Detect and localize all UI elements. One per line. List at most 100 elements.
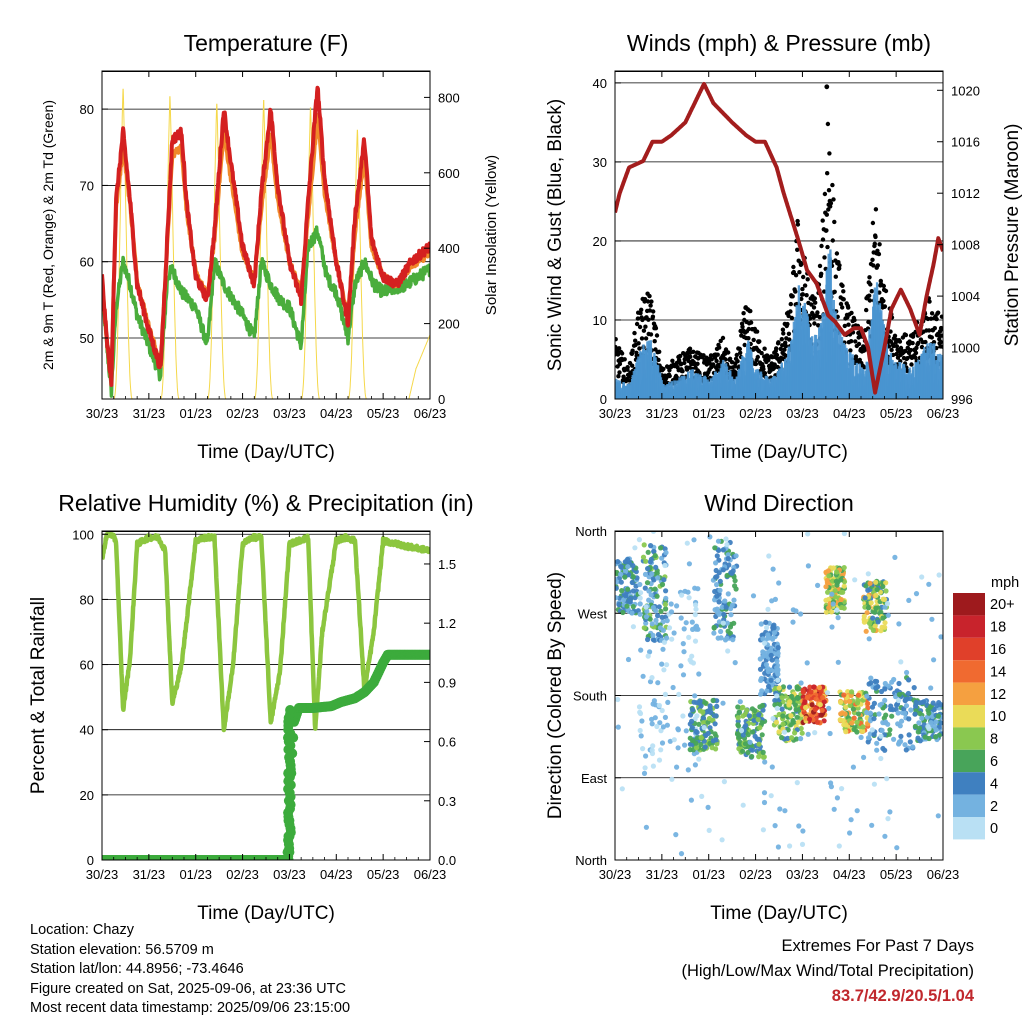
humidity-panel: 30/23 31/23 01/23 02/23 03/23 04/23 05/23 06/23… — [28, 490, 474, 924]
y-right-tick-label: 1.5 — [438, 557, 456, 572]
y-tick-label: 60 — [80, 255, 94, 270]
x-tick-label: 30/23 — [599, 867, 632, 882]
winds-title: Winds (mph) & Pressure (mb) — [627, 30, 931, 56]
figure-created: Figure created on Sat, 2025-09-06, at 23… — [30, 980, 346, 997]
x-tick-label: 01/23 — [692, 867, 725, 882]
temperature-ylabel-right: Solar Insolation (Yellow) — [483, 155, 500, 315]
station-pressure-line — [615, 81, 943, 395]
wind_direction-title: Wind Direction — [704, 490, 854, 516]
y-right-tick-label: 600 — [438, 166, 460, 181]
winds-xlabel: Time (Day/UTC) — [710, 442, 848, 463]
y-right-tick-label: 1020 — [951, 83, 980, 98]
speed-legend-label: 6 — [990, 754, 998, 770]
extremes-heading: Extremes For Past 7 Days — [781, 937, 974, 955]
humidity-xlabel: Time (Day/UTC) — [197, 903, 335, 924]
winds-plot-area — [615, 81, 943, 399]
y-tick-label: 40 — [80, 723, 94, 738]
x-tick-label: 02/23 — [739, 406, 772, 421]
speed-legend-swatch — [953, 794, 985, 817]
y-tick-label: 40 — [593, 76, 607, 91]
speed-legend-swatch — [953, 637, 985, 661]
y-tick-label: 70 — [80, 178, 94, 193]
y-tick-label: 0 — [87, 853, 94, 868]
y-tick-label: 20 — [593, 234, 607, 249]
x-tick-label: 03/23 — [786, 406, 819, 421]
y-tick-label: 50 — [80, 331, 94, 346]
speed-legend-label: 20+ — [990, 597, 1015, 613]
station-elevation: Station elevation: 56.5709 m — [30, 941, 214, 958]
x-tick-label: 01/23 — [179, 867, 212, 882]
relative-humidity-line — [102, 532, 430, 733]
x-tick-label: 02/23 — [739, 867, 772, 882]
x-tick-label: 30/23 — [86, 406, 119, 421]
most-recent-timestamp: Most recent data timestamp: 2025/09/06 2… — [30, 1000, 351, 1016]
station-location: Location: Chazy — [30, 922, 134, 938]
y-right-tick-label: 1000 — [951, 341, 980, 356]
wind-direction-points — [615, 531, 943, 857]
y-right-tick-label: 1004 — [951, 289, 980, 304]
y-right-tick-label: 1008 — [951, 238, 980, 253]
speed-legend-swatch — [953, 705, 985, 728]
x-tick-label: 06/23 — [927, 867, 960, 882]
y-right-tick-label: 996 — [951, 392, 973, 407]
speed-legend-swatch — [953, 682, 985, 705]
temperature-xlabel: Time (Day/UTC) — [197, 442, 335, 463]
speed-legend-swatch — [953, 749, 985, 773]
y-right-tick-label: 0 — [438, 392, 445, 407]
humidity-ylabel: Percent & Total Rainfall — [28, 597, 49, 794]
winds-ylabel: Sonic Wind & Gust (Blue, Black) — [545, 99, 566, 371]
temperature-plot-area — [102, 85, 430, 399]
temperature-title: Temperature (F) — [184, 30, 349, 56]
x-tick-label: 06/23 — [414, 867, 447, 882]
y-tick-label: 80 — [80, 592, 94, 607]
speed-legend-label: 12 — [990, 687, 1006, 703]
speed-legend-swatch — [953, 817, 985, 840]
x-tick-label: 31/23 — [646, 406, 679, 421]
speed-legend-title: mph — [991, 575, 1019, 591]
sonic-wind-points — [615, 249, 943, 399]
speed-legend-label: 0 — [990, 821, 998, 837]
x-tick-label: 05/23 — [880, 406, 913, 421]
y-tick-label: 10 — [593, 313, 607, 328]
humidity-plot-area — [102, 532, 430, 860]
x-tick-label: 30/23 — [86, 867, 119, 882]
y-tick-label: 30 — [593, 155, 607, 170]
temperature-panel: 30/23 31/23 01/23 02/23 03/23 04/23 05/23 06/23… — [40, 30, 500, 463]
y-tick-label: North — [575, 853, 607, 868]
x-tick-label: 31/23 — [133, 406, 166, 421]
y-right-tick-label: 0.3 — [438, 794, 456, 809]
y-tick-label: 20 — [80, 788, 94, 803]
speed-legend-swatch — [953, 727, 985, 750]
speed-legend-swatch — [953, 660, 985, 683]
speed-legend-swatch — [953, 593, 985, 616]
y-right-tick-label: 0.9 — [438, 675, 456, 690]
station-info: Location: Chazy Station elevation: 56.57… — [30, 921, 350, 1019]
extremes-block: Extremes For Past 7 Days (High/Low/Max W… — [681, 934, 974, 1009]
y-right-tick-label: 800 — [438, 90, 460, 105]
extremes-subheading: (High/Low/Max Wind/Total Precipitation) — [681, 962, 974, 980]
x-tick-label: 30/23 — [599, 406, 632, 421]
speed-legend-swatch — [953, 772, 985, 795]
y-tick-label: East — [581, 771, 607, 786]
y-right-tick-label: 1.2 — [438, 616, 456, 631]
x-tick-label: 05/23 — [367, 867, 400, 882]
wind_direction-panel: mph 20+ 18 16 14 12 10 8 6 4 2 0 30/23 31/23 01/23 02/2… — [545, 490, 1019, 924]
speed-legend-swatch — [953, 615, 985, 638]
x-tick-label: 03/23 — [786, 867, 819, 882]
wind-gust-points — [615, 84, 943, 389]
temp-2m-line — [102, 85, 430, 387]
dewpoint-2m-line — [102, 225, 430, 398]
x-tick-label: 01/23 — [179, 406, 212, 421]
x-tick-label: 04/23 — [833, 867, 866, 882]
x-tick-label: 03/23 — [273, 406, 306, 421]
y-right-tick-label: 1016 — [951, 135, 980, 150]
speed-legend: mph 20+ 18 16 14 12 10 8 6 4 2 0 — [953, 575, 1019, 840]
station-latlon: Station lat/lon: 44.8956; -73.4646 — [30, 961, 244, 977]
x-tick-label: 06/23 — [927, 406, 960, 421]
x-tick-label: 05/23 — [880, 867, 913, 882]
solar-insolation-line — [102, 88, 430, 399]
speed-legend-label: 10 — [990, 709, 1006, 725]
precipitation-points — [102, 649, 430, 860]
y-tick-label: 60 — [80, 658, 94, 673]
y-tick-label: West — [578, 606, 608, 621]
